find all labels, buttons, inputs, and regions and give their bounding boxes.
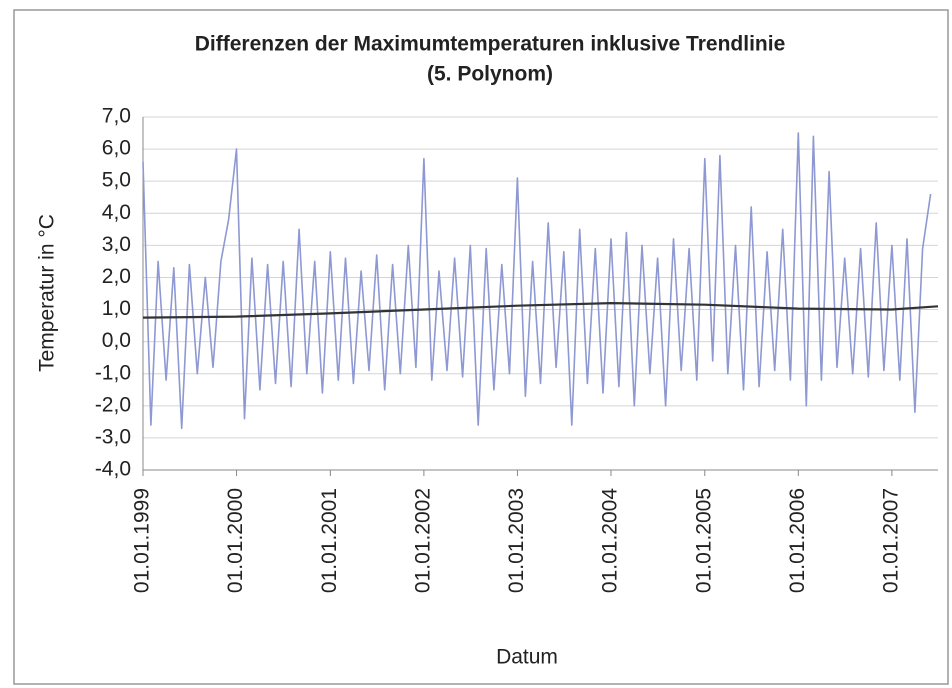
y-tick-label: -3,0 (95, 425, 131, 448)
y-axis-label: Temperatur in °C (36, 214, 59, 372)
y-tick-label: 3,0 (102, 233, 131, 256)
y-tick-label: -1,0 (95, 361, 131, 384)
x-tick-label: 01.01.1999 (131, 488, 154, 593)
x-tick-label: 01.01.2004 (599, 488, 622, 593)
y-tick-label: 0,0 (102, 329, 131, 352)
x-tick-label: 01.01.2000 (224, 488, 247, 593)
y-tick-label: -2,0 (95, 393, 131, 416)
y-tick-label: 2,0 (102, 265, 131, 288)
trend-line (142, 302, 939, 319)
y-tick-label: 7,0 (102, 105, 131, 128)
y-tick-label: 5,0 (102, 169, 131, 192)
data-line (142, 132, 932, 430)
chart-title: Differenzen der Maximumtemperaturen inkl… (195, 33, 786, 56)
x-tick-label: 01.01.2001 (318, 488, 341, 593)
x-tick-label: 01.01.2007 (879, 488, 902, 593)
x-tick-label: 01.01.2002 (411, 488, 434, 593)
x-axis-label: Datum (496, 646, 558, 669)
x-tick-label: 01.01.2005 (692, 488, 715, 593)
y-tick-label: 6,0 (102, 137, 131, 160)
y-tick-label: 1,0 (102, 297, 131, 320)
y-tick-label: 4,0 (102, 201, 131, 224)
x-tick-label: 01.01.2003 (505, 488, 528, 593)
x-tick-label: 01.01.2006 (786, 488, 809, 593)
chart-subtitle: (5. Polynom) (427, 63, 553, 86)
y-tick-label: -4,0 (95, 458, 131, 481)
